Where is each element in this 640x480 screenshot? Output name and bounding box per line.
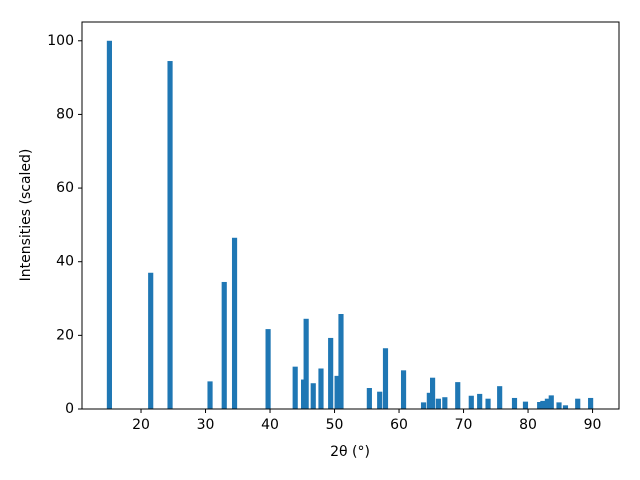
bar [540, 400, 546, 409]
y-tick-label: 40 [56, 254, 74, 270]
plot-frame [81, 21, 620, 410]
bar [588, 397, 594, 409]
bar [334, 375, 340, 409]
x-tick-label: 60 [390, 417, 408, 433]
bar [426, 392, 432, 409]
bar [562, 405, 569, 409]
bar [400, 370, 407, 409]
bar [522, 401, 529, 409]
bar [420, 402, 427, 409]
bar [382, 348, 389, 409]
bar [265, 329, 271, 409]
bar [497, 386, 503, 409]
x-tick-label: 50 [326, 417, 344, 433]
bar [511, 397, 518, 409]
bar [548, 395, 554, 409]
y-tick-label: 20 [56, 327, 74, 343]
bar [207, 381, 213, 409]
bar [106, 40, 112, 409]
y-tick-label: 0 [65, 401, 74, 417]
bar [167, 61, 173, 409]
x-tick-label: 90 [584, 417, 602, 433]
bar [303, 318, 309, 409]
bar [377, 391, 383, 409]
x-tick-label: 30 [197, 417, 215, 433]
bar [310, 383, 316, 409]
x-axis-label: 2θ (°) [330, 444, 370, 460]
bar [485, 398, 491, 409]
bar [231, 237, 238, 409]
x-tick-label: 40 [261, 417, 279, 433]
bar [468, 395, 474, 409]
bar [544, 398, 550, 409]
bar [537, 402, 543, 409]
y-tick-label: 80 [56, 106, 74, 122]
bar [455, 382, 461, 409]
bar [575, 398, 581, 409]
y-tick-label: 100 [47, 33, 74, 49]
bar [292, 366, 298, 409]
bar [556, 402, 562, 409]
bar [442, 397, 448, 409]
y-tick-label: 60 [56, 180, 74, 196]
bar [366, 388, 372, 409]
bar [435, 398, 441, 409]
bar [221, 281, 227, 409]
bar [148, 272, 154, 409]
bar [328, 337, 334, 409]
bar [338, 313, 344, 409]
bar [318, 368, 324, 409]
bar [430, 377, 436, 409]
x-tick-label: 20 [132, 417, 150, 433]
x-tick-label: 70 [455, 417, 473, 433]
bar [477, 393, 483, 409]
x-tick-label: 80 [519, 417, 537, 433]
y-axis-label: Intensities (scaled) [18, 149, 34, 282]
